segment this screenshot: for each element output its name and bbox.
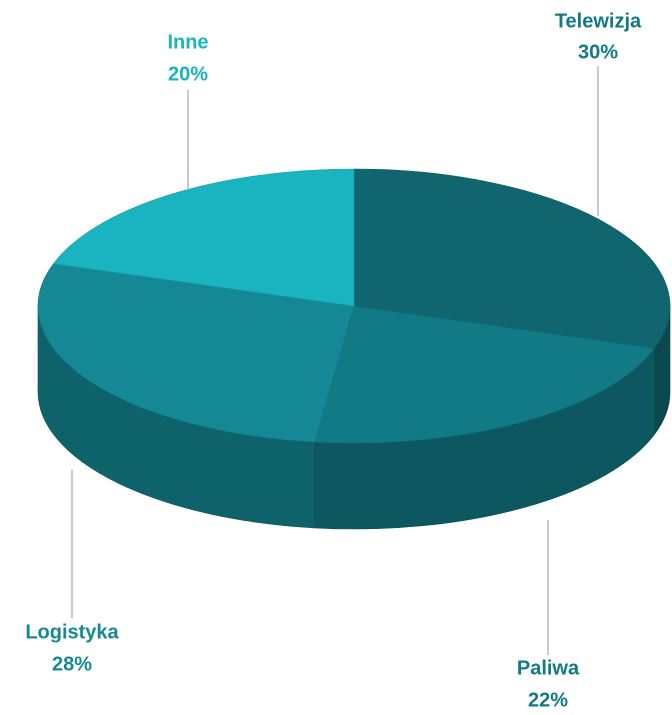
slice [314, 305, 656, 444]
category-label: Logistyka [25, 621, 119, 643]
value-label: 20% [168, 63, 208, 85]
category-label: Telewizja [555, 10, 642, 32]
slice [52, 168, 355, 307]
category-label: Inne [167, 31, 208, 53]
category-label: Paliwa [517, 657, 580, 679]
value-label: 22% [528, 689, 568, 711]
slice [353, 168, 671, 349]
data-labels: Telewizja 30% Paliwa 22% Logistyka 28% Inne 20% [25, 10, 642, 711]
value-label: 28% [52, 653, 92, 675]
value-label: 30% [578, 41, 618, 63]
slice [37, 263, 355, 443]
pie-tops [37, 168, 671, 444]
